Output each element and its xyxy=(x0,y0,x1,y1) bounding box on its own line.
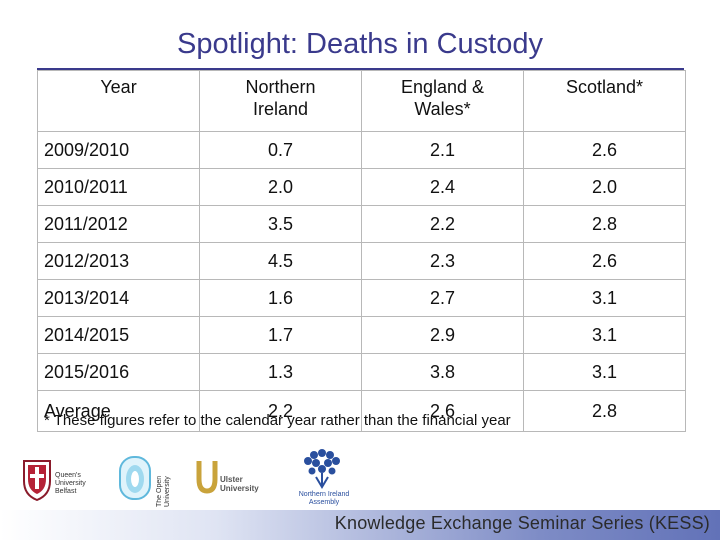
header-ew-line1: England & xyxy=(401,77,484,97)
cell-england-wales: 3.8 xyxy=(362,354,524,391)
cell-scotland: 2.6 xyxy=(524,132,686,169)
ulster-u-icon xyxy=(196,459,218,495)
table-row: 2011/2012 3.5 2.2 2.8 xyxy=(38,206,686,243)
queens-university-logo: Queen's University Belfast xyxy=(22,445,102,513)
table-row: 2013/2014 1.6 2.7 3.1 xyxy=(38,280,686,317)
ulster-logo-line1: Ulster xyxy=(220,475,243,484)
cell-northern-ireland: 1.3 xyxy=(200,354,362,391)
header-northern-ireland: Northern Ireland xyxy=(200,71,362,132)
ulster-logo-line2: University xyxy=(220,484,259,493)
header-ni-line2: Ireland xyxy=(253,99,308,119)
kess-banner: Knowledge Exchange Seminar Series (KESS) xyxy=(0,510,720,540)
cell-england-wales: 2.3 xyxy=(362,243,524,280)
nia-logo-line1: Northern Ireland xyxy=(299,491,350,498)
queens-logo-line2: Belfast xyxy=(55,488,76,495)
ni-assembly-logo: Northern Ireland Assembly xyxy=(284,445,364,513)
table-row: 2009/2010 0.7 2.1 2.6 xyxy=(38,132,686,169)
cell-england-wales: 2.4 xyxy=(362,169,524,206)
ulster-university-logo: Ulster University xyxy=(196,445,266,513)
cell-scotland: 3.1 xyxy=(524,317,686,354)
table-row: 2015/2016 1.3 3.8 3.1 xyxy=(38,354,686,391)
cell-year: 2014/2015 xyxy=(38,317,200,354)
cell-northern-ireland: 2.0 xyxy=(200,169,362,206)
cell-northern-ireland: 1.7 xyxy=(200,317,362,354)
header-year: Year xyxy=(38,71,200,132)
footnote: * These figures refer to the calendar ye… xyxy=(44,412,511,429)
header-england-wales: England & Wales* xyxy=(362,71,524,132)
header-year-label: Year xyxy=(100,77,136,97)
cell-year: 2012/2013 xyxy=(38,243,200,280)
cell-northern-ireland: 1.6 xyxy=(200,280,362,317)
cell-england-wales: 2.7 xyxy=(362,280,524,317)
header-scotland: Scotland* xyxy=(524,71,686,132)
slide-title: Spotlight: Deaths in Custody xyxy=(0,28,720,61)
cell-scotland: 2.0 xyxy=(524,169,686,206)
open-logo-line1: The Open xyxy=(156,476,163,507)
cell-scotland: 2.8 xyxy=(524,206,686,243)
cell-year: 2009/2010 xyxy=(38,132,200,169)
cell-scotland: 2.8 xyxy=(524,391,686,432)
header-scotland-label: Scotland* xyxy=(566,77,643,97)
table-row: 2010/2011 2.0 2.4 2.0 xyxy=(38,169,686,206)
cell-northern-ireland: 3.5 xyxy=(200,206,362,243)
cell-year: 2015/2016 xyxy=(38,354,200,391)
cell-year: 2010/2011 xyxy=(38,169,200,206)
cell-england-wales: 2.1 xyxy=(362,132,524,169)
cell-year: 2011/2012 xyxy=(38,206,200,243)
open-university-logo: The Open University xyxy=(118,445,178,513)
cell-england-wales: 2.9 xyxy=(362,317,524,354)
flax-flower-icon xyxy=(294,445,350,489)
cell-england-wales: 2.2 xyxy=(362,206,524,243)
logo-strip: Queen's University Belfast The Open Univ… xyxy=(0,445,720,513)
cell-scotland: 3.1 xyxy=(524,354,686,391)
deaths-in-custody-table: Year Northern Ireland England & Wales* S… xyxy=(37,70,686,432)
header-ni-line1: Northern xyxy=(245,77,315,97)
queens-crest-icon xyxy=(22,459,52,501)
cell-northern-ireland: 0.7 xyxy=(200,132,362,169)
header-ew-line2: Wales* xyxy=(414,99,470,119)
kess-banner-text: Knowledge Exchange Seminar Series (KESS) xyxy=(335,513,710,534)
open-logo-line2: University xyxy=(164,476,171,507)
cell-northern-ireland: 4.5 xyxy=(200,243,362,280)
cell-scotland: 2.6 xyxy=(524,243,686,280)
table-row: 2014/2015 1.7 2.9 3.1 xyxy=(38,317,686,354)
cell-scotland: 3.1 xyxy=(524,280,686,317)
queens-logo-line1: Queen's University xyxy=(55,472,86,487)
table-row: 2012/2013 4.5 2.3 2.6 xyxy=(38,243,686,280)
table-header-row: Year Northern Ireland England & Wales* S… xyxy=(38,71,686,132)
cell-year: 2013/2014 xyxy=(38,280,200,317)
open-university-emblem-icon xyxy=(118,455,152,503)
nia-logo-line2: Assembly xyxy=(309,499,339,506)
